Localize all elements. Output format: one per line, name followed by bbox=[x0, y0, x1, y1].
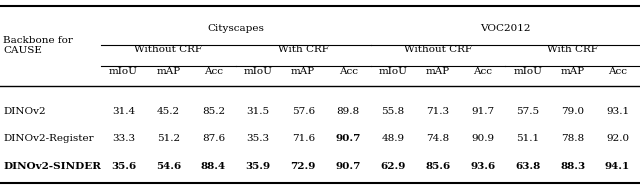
Text: DINOv2-SINDER: DINOv2-SINDER bbox=[3, 162, 101, 171]
Text: With CRF: With CRF bbox=[547, 45, 598, 54]
Text: Acc: Acc bbox=[608, 67, 627, 76]
Text: 90.7: 90.7 bbox=[335, 162, 361, 171]
Text: 90.9: 90.9 bbox=[471, 134, 494, 143]
Text: 71.6: 71.6 bbox=[292, 134, 315, 143]
Text: DINOv2: DINOv2 bbox=[3, 107, 46, 116]
Text: mAP: mAP bbox=[291, 67, 316, 76]
Text: 51.1: 51.1 bbox=[516, 134, 540, 143]
Text: 85.6: 85.6 bbox=[426, 162, 451, 171]
Text: mAP: mAP bbox=[156, 67, 180, 76]
Text: 31.4: 31.4 bbox=[112, 107, 135, 116]
Text: 78.8: 78.8 bbox=[561, 134, 584, 143]
Text: Backbone for
CAUSE: Backbone for CAUSE bbox=[3, 36, 73, 55]
Text: mIoU: mIoU bbox=[109, 67, 138, 76]
Text: 87.6: 87.6 bbox=[202, 134, 225, 143]
Text: 31.5: 31.5 bbox=[247, 107, 270, 116]
Text: 88.4: 88.4 bbox=[201, 162, 226, 171]
Text: 85.2: 85.2 bbox=[202, 107, 225, 116]
Text: mIoU: mIoU bbox=[379, 67, 408, 76]
Text: 35.9: 35.9 bbox=[246, 162, 271, 171]
Text: 35.3: 35.3 bbox=[247, 134, 270, 143]
Text: VOC2012: VOC2012 bbox=[480, 24, 531, 33]
Text: 74.8: 74.8 bbox=[426, 134, 449, 143]
Text: Acc: Acc bbox=[339, 67, 358, 76]
Text: 72.9: 72.9 bbox=[291, 162, 316, 171]
Text: 93.1: 93.1 bbox=[606, 107, 629, 116]
Text: mIoU: mIoU bbox=[513, 67, 542, 76]
Text: 89.8: 89.8 bbox=[337, 107, 360, 116]
Text: 91.7: 91.7 bbox=[471, 107, 494, 116]
Text: 92.0: 92.0 bbox=[606, 134, 629, 143]
Text: DINOv2-Register: DINOv2-Register bbox=[3, 134, 94, 143]
Text: mAP: mAP bbox=[561, 67, 585, 76]
Text: 94.1: 94.1 bbox=[605, 162, 630, 171]
Text: 57.5: 57.5 bbox=[516, 107, 540, 116]
Text: 51.2: 51.2 bbox=[157, 134, 180, 143]
Text: 62.9: 62.9 bbox=[380, 162, 406, 171]
Text: 33.3: 33.3 bbox=[112, 134, 135, 143]
Text: 88.3: 88.3 bbox=[560, 162, 585, 171]
Text: 45.2: 45.2 bbox=[157, 107, 180, 116]
Text: 57.6: 57.6 bbox=[292, 107, 315, 116]
Text: 55.8: 55.8 bbox=[381, 107, 404, 116]
Text: 54.6: 54.6 bbox=[156, 162, 181, 171]
Text: With CRF: With CRF bbox=[278, 45, 328, 54]
Text: Acc: Acc bbox=[474, 67, 492, 76]
Text: 35.6: 35.6 bbox=[111, 162, 136, 171]
Text: 71.3: 71.3 bbox=[426, 107, 449, 116]
Text: 63.8: 63.8 bbox=[515, 162, 540, 171]
Text: Cityscapes: Cityscapes bbox=[207, 24, 264, 33]
Text: mAP: mAP bbox=[426, 67, 450, 76]
Text: mIoU: mIoU bbox=[244, 67, 273, 76]
Text: 90.7: 90.7 bbox=[335, 134, 361, 143]
Text: Without CRF: Without CRF bbox=[134, 45, 202, 54]
Text: Acc: Acc bbox=[204, 67, 223, 76]
Text: 93.6: 93.6 bbox=[470, 162, 495, 171]
Text: 48.9: 48.9 bbox=[381, 134, 404, 143]
Text: Without CRF: Without CRF bbox=[404, 45, 472, 54]
Text: 79.0: 79.0 bbox=[561, 107, 584, 116]
